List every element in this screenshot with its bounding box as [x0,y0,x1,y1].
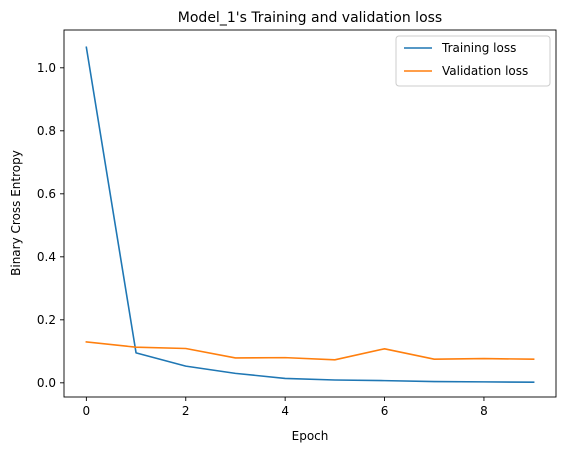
y-axis-ticks: 0.0 0.2 0.4 0.6 0.8 1.0 [37,61,64,390]
y-tick-label: 1.0 [37,61,56,75]
x-tick-label: 0 [83,404,91,418]
x-axis-ticks: 0 2 4 6 8 [83,397,488,418]
series-line-validation-loss [85,340,535,361]
plot-area [63,29,557,398]
x-tick-label: 4 [281,404,289,418]
y-tick-label: 0.8 [37,124,56,138]
x-axis-label: Epoch [292,429,329,443]
legend: Training loss Validation loss [395,35,551,87]
series-lines [85,46,535,383]
y-tick-label: 0.4 [37,250,56,264]
series-line-training-loss [85,46,535,383]
legend-box [395,35,551,87]
x-tick-label: 2 [182,404,190,418]
legend-label-training-loss: Training loss [441,41,516,55]
y-axis-label: Binary Cross Entropy [9,150,23,276]
x-tick-label: 6 [381,404,389,418]
y-tick-label: 0.2 [37,313,56,327]
legend-label-validation-loss: Validation loss [442,64,528,78]
y-tick-label: 0.0 [37,376,56,390]
chart-title: Model_1's Training and validation loss [178,10,442,26]
x-tick-label: 8 [480,404,488,418]
y-tick-label: 0.6 [37,187,56,201]
plot-frame [63,29,557,398]
